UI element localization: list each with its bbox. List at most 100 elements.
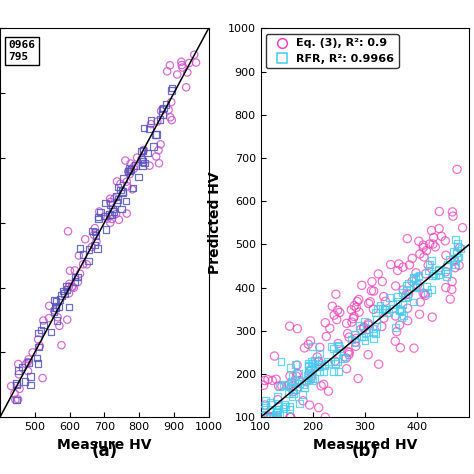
Point bbox=[95, 208, 103, 215]
Point bbox=[397, 306, 405, 314]
Point bbox=[34, 336, 42, 343]
Point bbox=[114, 183, 122, 191]
Point bbox=[350, 313, 358, 320]
Point bbox=[25, 356, 32, 363]
Point bbox=[104, 215, 111, 222]
Point bbox=[430, 234, 438, 241]
Point bbox=[409, 255, 416, 262]
Point bbox=[313, 353, 321, 361]
Point bbox=[358, 333, 365, 341]
Point bbox=[27, 381, 34, 389]
Point bbox=[108, 211, 115, 219]
Point bbox=[296, 380, 303, 387]
Point bbox=[321, 362, 328, 370]
Point bbox=[293, 370, 301, 377]
Point bbox=[431, 243, 439, 251]
Point bbox=[368, 278, 376, 285]
Point bbox=[178, 58, 185, 65]
Point bbox=[447, 295, 454, 303]
Point bbox=[321, 319, 329, 327]
Point bbox=[398, 314, 405, 322]
Point bbox=[167, 87, 175, 94]
Point bbox=[179, 64, 186, 71]
Point bbox=[132, 162, 139, 169]
Point bbox=[381, 306, 389, 313]
Point bbox=[296, 377, 303, 384]
Point bbox=[15, 366, 22, 374]
Point bbox=[435, 271, 443, 278]
Point bbox=[53, 298, 60, 306]
Point bbox=[15, 371, 23, 378]
Point bbox=[431, 272, 439, 280]
Point bbox=[378, 278, 386, 285]
Point bbox=[14, 396, 22, 403]
Point bbox=[369, 335, 377, 342]
Point bbox=[91, 241, 98, 249]
Point bbox=[331, 359, 339, 367]
Point bbox=[333, 316, 340, 323]
Point bbox=[29, 349, 36, 356]
Point bbox=[441, 237, 449, 245]
Point bbox=[450, 248, 457, 255]
Point bbox=[302, 378, 310, 385]
Point bbox=[412, 284, 420, 292]
Point bbox=[425, 267, 433, 274]
Point bbox=[284, 389, 292, 397]
Point bbox=[394, 267, 401, 274]
Point bbox=[392, 312, 399, 320]
Point bbox=[383, 309, 390, 317]
Point bbox=[410, 275, 417, 283]
Point bbox=[422, 292, 429, 299]
Point bbox=[113, 178, 121, 185]
Point bbox=[404, 304, 411, 312]
Point bbox=[304, 360, 312, 367]
Point bbox=[266, 413, 274, 421]
Point bbox=[309, 343, 316, 350]
Point bbox=[435, 267, 442, 274]
Point bbox=[305, 363, 312, 371]
Point bbox=[56, 295, 64, 303]
Point bbox=[115, 216, 123, 224]
Point bbox=[278, 383, 286, 390]
Point bbox=[88, 243, 95, 251]
Point bbox=[372, 309, 380, 316]
Point bbox=[55, 322, 63, 329]
Point bbox=[402, 291, 410, 299]
Point bbox=[410, 274, 418, 282]
Point bbox=[275, 402, 283, 410]
Point bbox=[300, 380, 308, 388]
Point bbox=[45, 314, 53, 322]
Point bbox=[64, 316, 71, 323]
Point bbox=[347, 336, 355, 344]
Point bbox=[355, 296, 363, 303]
Point bbox=[336, 309, 344, 316]
Point bbox=[444, 270, 451, 277]
Point bbox=[399, 301, 407, 308]
Point bbox=[311, 357, 319, 365]
Point bbox=[35, 343, 43, 351]
Point bbox=[140, 159, 148, 167]
Point bbox=[76, 245, 84, 252]
Point bbox=[155, 159, 163, 167]
Point bbox=[64, 228, 72, 235]
Point bbox=[16, 385, 23, 392]
Point bbox=[356, 321, 364, 329]
Point bbox=[85, 257, 92, 264]
Point bbox=[365, 351, 372, 358]
Point bbox=[74, 273, 82, 281]
Point bbox=[274, 393, 282, 401]
Point bbox=[277, 357, 285, 365]
Point bbox=[163, 101, 170, 109]
Point bbox=[352, 338, 359, 346]
Point bbox=[266, 413, 273, 421]
Point bbox=[290, 389, 298, 397]
Point bbox=[360, 324, 367, 332]
Point bbox=[279, 381, 287, 389]
Point bbox=[315, 368, 323, 375]
Point bbox=[392, 324, 399, 331]
Point bbox=[345, 333, 353, 341]
Point bbox=[321, 413, 329, 421]
Point bbox=[442, 252, 450, 259]
Point bbox=[386, 293, 393, 301]
Point bbox=[406, 261, 413, 269]
